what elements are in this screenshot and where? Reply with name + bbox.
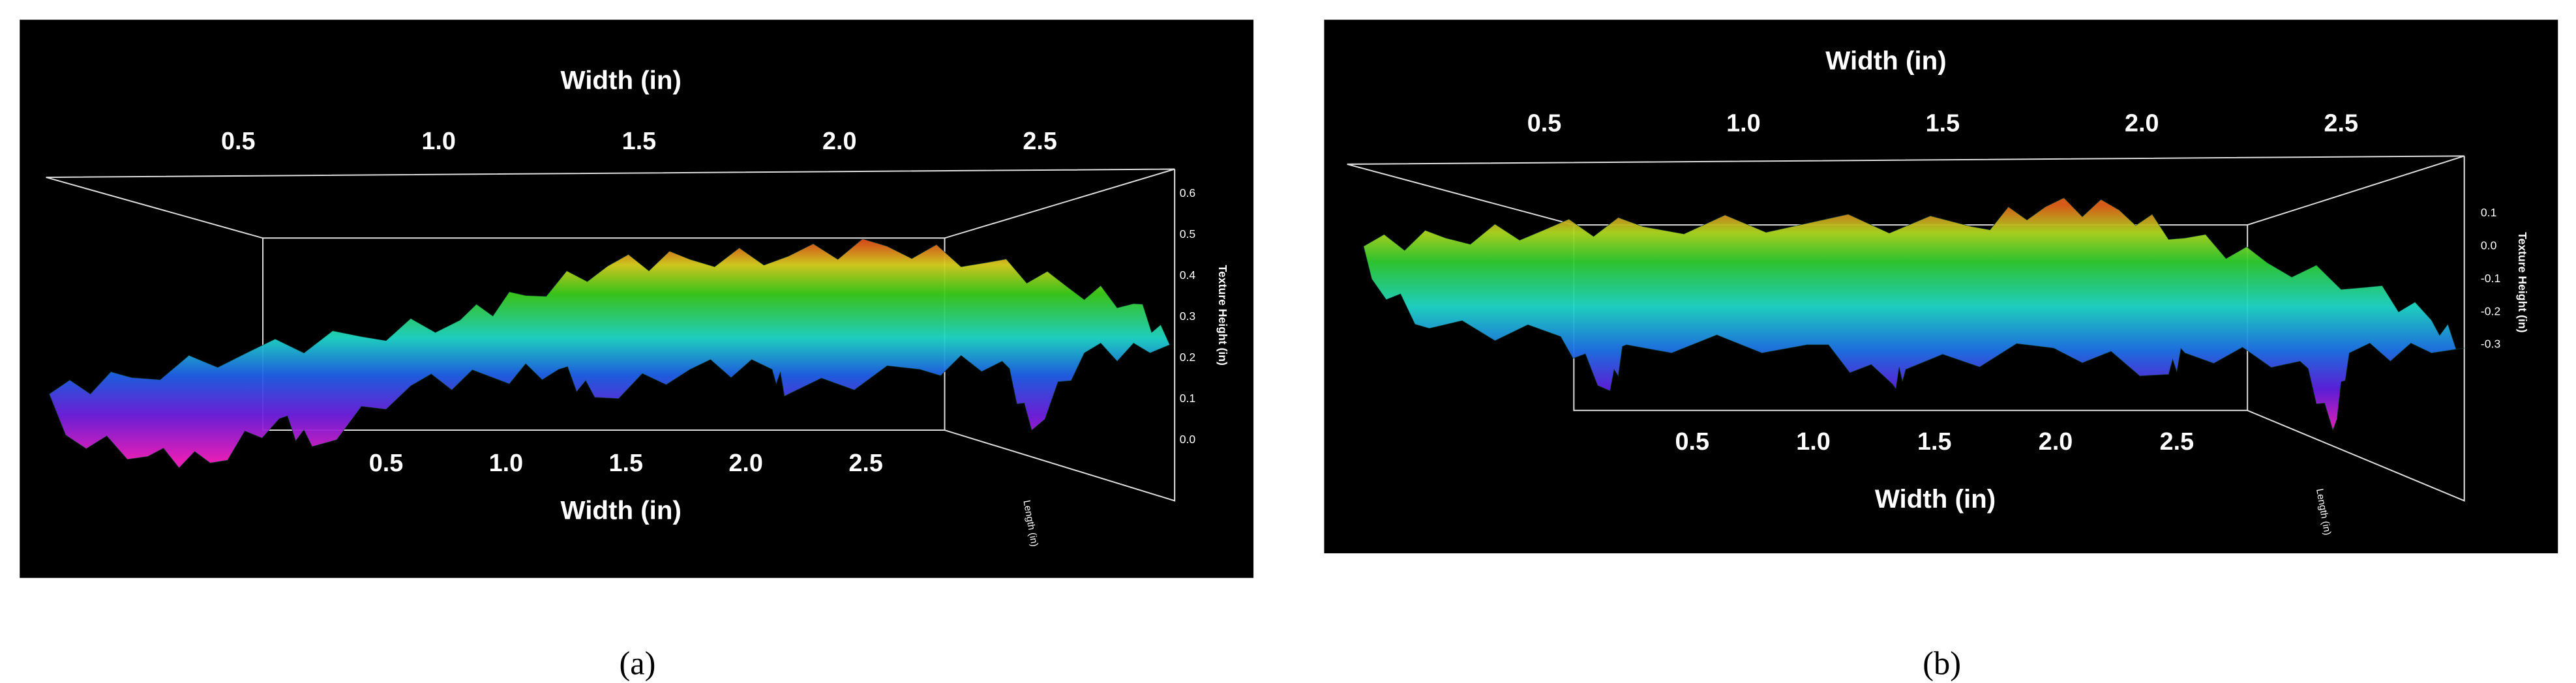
panel-b: Width (in) Width (in) Texture Height (in…	[1324, 20, 2558, 681]
surface	[1363, 197, 2464, 431]
x-tick-label-top: 2.0	[2125, 109, 2159, 137]
x-tick-label-top: 2.5	[1023, 128, 1057, 155]
x-tick-label-top: 1.5	[622, 128, 657, 155]
z-tick-label: 0.6	[1180, 186, 1196, 199]
x-tick-label-bottom: 1.5	[609, 450, 644, 477]
z-tick-label: 0.1	[1180, 392, 1196, 405]
x-tick-label-bottom: 0.5	[369, 450, 404, 477]
x-tick-label-bottom: 2.0	[2039, 428, 2073, 456]
z-tick-label: -0.3	[2481, 338, 2501, 351]
z-tick-label: 0.1	[2481, 206, 2497, 219]
panel-label: (b)	[1923, 645, 1961, 681]
z-tick-label: -0.1	[2481, 272, 2500, 285]
x-tick-label-top: 0.5	[221, 128, 255, 155]
panel-label: (a)	[619, 645, 655, 681]
x-tick-label-bottom: 1.0	[489, 450, 524, 477]
x-tick-label-bottom: 2.5	[848, 450, 883, 477]
x-tick-label-bottom: 2.0	[728, 450, 763, 477]
surface	[49, 239, 1171, 469]
x-tick-label-bottom: 0.5	[1675, 428, 1709, 456]
x-axis-title-bottom: Width (in)	[1875, 484, 1996, 514]
z-tick-label: 0.0	[1180, 433, 1196, 446]
z-tick-label: 0.5	[1180, 227, 1196, 240]
x-tick-label-top: 2.0	[822, 128, 857, 155]
z-tick-label: 0.2	[1180, 351, 1196, 364]
panel-a: Width (in) Width (in) Texture Height (in…	[20, 20, 1254, 681]
x-axis-title-bottom: Width (in)	[561, 496, 681, 525]
x-tick-label-top: 2.5	[2324, 109, 2359, 137]
x-tick-label-top: 0.5	[1527, 109, 1562, 137]
z-axis-title: Texture Height (in)	[1216, 265, 1229, 365]
x-axis-title-top: Width (in)	[1825, 46, 1946, 75]
z-tick-label: 0.4	[1180, 269, 1196, 282]
x-axis-title-top: Width (in)	[561, 66, 681, 95]
x-tick-label-top: 1.0	[1726, 109, 1760, 137]
z-axis-title: Texture Height (in)	[2516, 232, 2529, 332]
z-tick-label: 0.3	[1180, 310, 1196, 323]
x-tick-label-top: 1.0	[421, 128, 456, 155]
x-tick-label-bottom: 1.5	[1917, 428, 1952, 456]
z-tick-label: -0.2	[2481, 304, 2500, 317]
x-tick-label-top: 1.5	[1926, 109, 1960, 137]
box-frame	[46, 168, 1176, 502]
x-tick-label-bottom: 1.0	[1796, 428, 1830, 456]
z-tick-label: 0.0	[2481, 239, 2497, 252]
x-tick-label-bottom: 2.5	[2160, 428, 2194, 456]
